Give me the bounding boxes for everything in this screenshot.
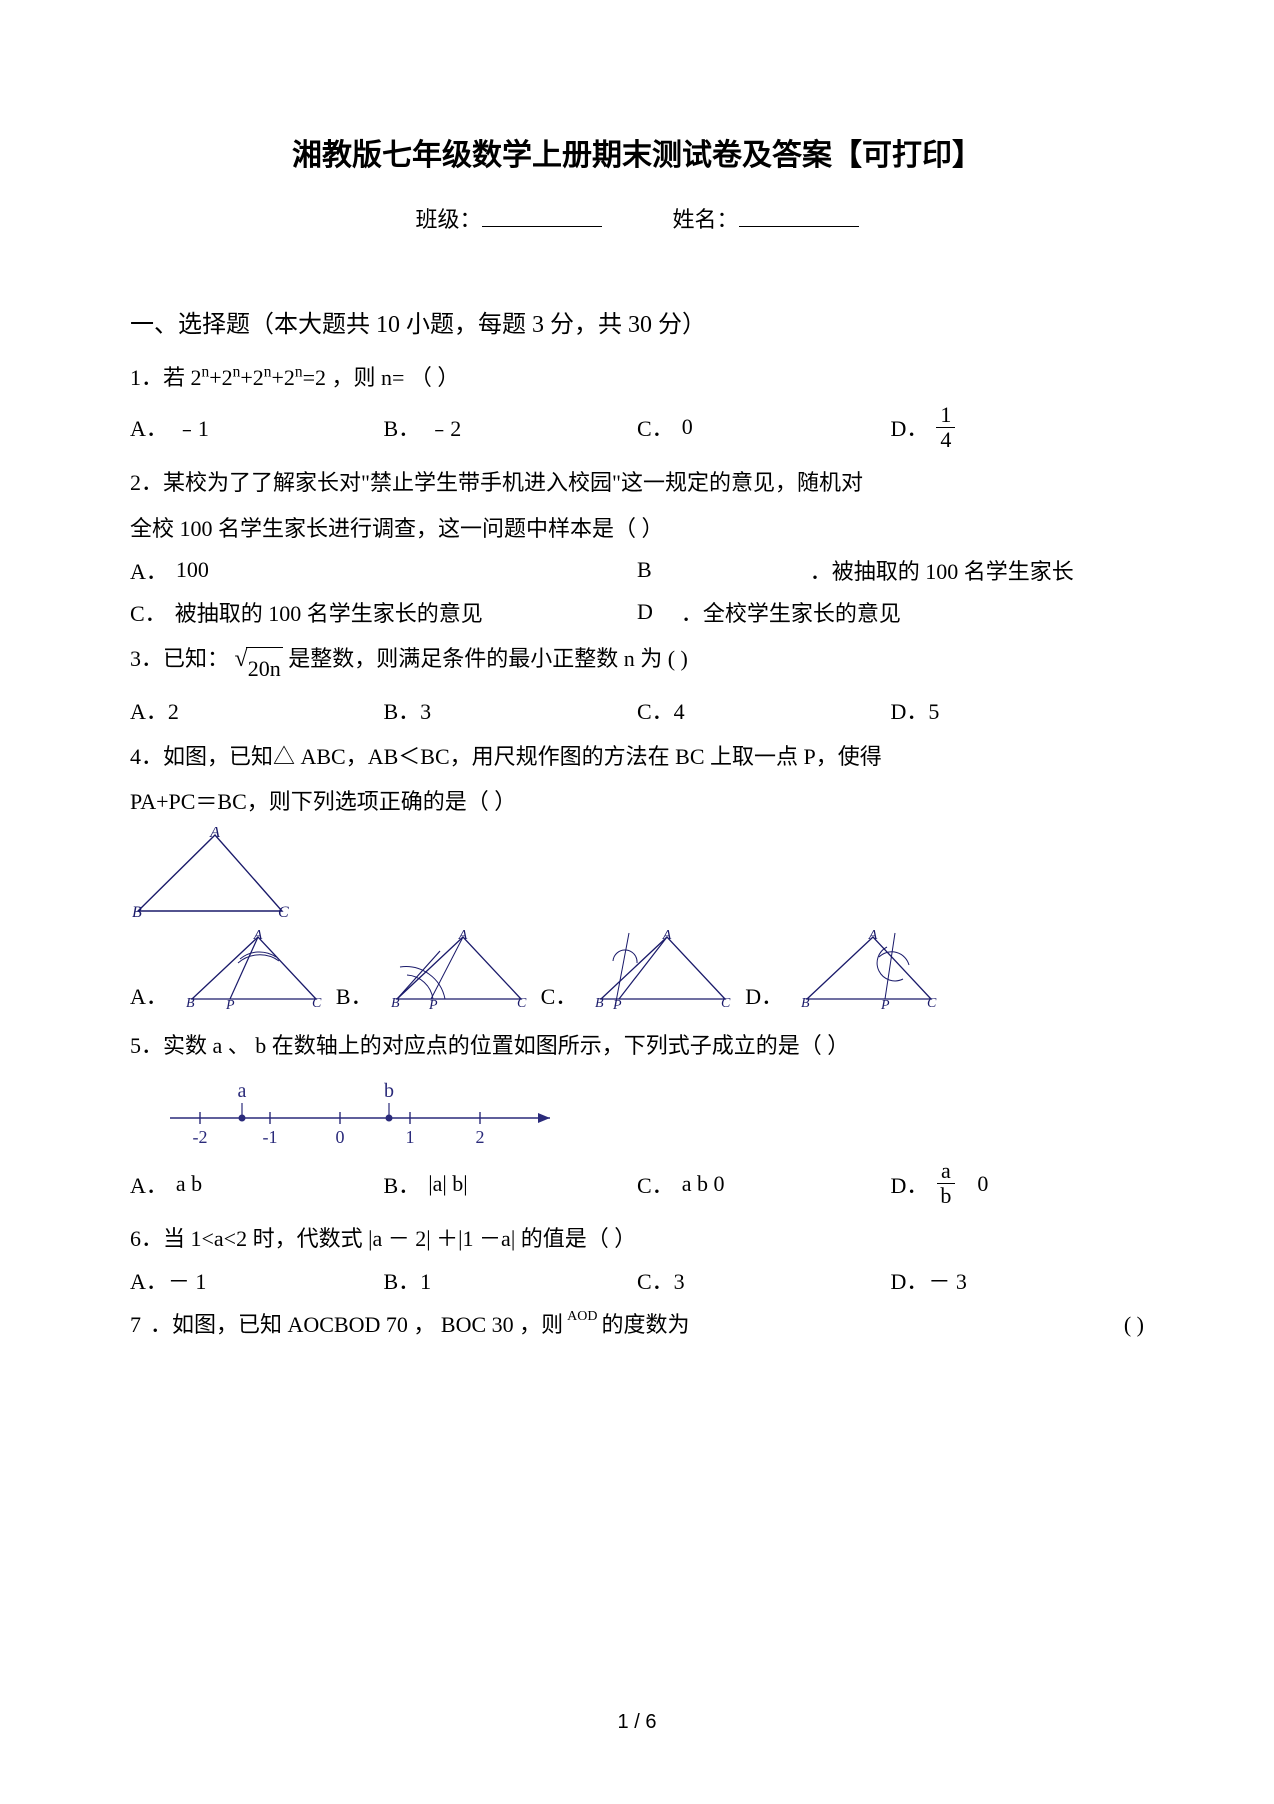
svg-text:A: A	[662, 929, 672, 943]
fraction: 1 4	[936, 403, 955, 452]
q3-prefix: 3．已知：	[130, 646, 229, 671]
svg-text:a: a	[238, 1080, 247, 1102]
section-1-heading: 一、选择题（本大题共 10 小题，每题 3 分，共 30 分）	[130, 304, 1144, 339]
q2-opt-d[interactable]: D．全校学生家长的意见	[637, 596, 1144, 628]
svg-text:B: B	[132, 904, 142, 921]
triangle-abc-icon: A B C	[130, 827, 290, 921]
class-label: 班级：	[415, 207, 481, 232]
student-info-line: 班级： 姓名：	[130, 202, 1144, 234]
q3-opt-d[interactable]: D．5	[891, 694, 1145, 726]
q4-fig-c: A B P C	[589, 929, 737, 1011]
svg-text:P: P	[428, 998, 438, 1011]
q1-text: +2	[209, 365, 232, 390]
question-6: 6．当 1<a<2 时，代数式 |a － 2| ＋|1 －a| 的值是（ ）	[130, 1218, 1144, 1260]
q1-text: +2	[240, 365, 263, 390]
svg-text:1: 1	[406, 1127, 415, 1147]
question-2-line2: 全校 100 名学生家长进行调查，这一问题中样本是（ ）	[130, 508, 1144, 550]
svg-text:P: P	[612, 998, 622, 1011]
q1-opt-a[interactable]: A．﹣1	[130, 411, 384, 443]
number-line-icon: -2 -1 0 1 2 a b	[150, 1073, 570, 1153]
q6-opt-a[interactable]: A．－ 1	[130, 1264, 384, 1296]
svg-text:C: C	[517, 996, 527, 1011]
class-blank[interactable]	[482, 207, 602, 227]
svg-text:A: A	[209, 827, 220, 841]
q3-opt-c[interactable]: C．4	[637, 694, 891, 726]
q4-main-figure: A B C	[130, 827, 1144, 921]
q4-fig-a: A B P C	[180, 929, 328, 1011]
q7-number: 7	[130, 1306, 150, 1343]
q5-opt-b[interactable]: B．|a| b|	[384, 1168, 638, 1200]
svg-text:C: C	[312, 996, 322, 1011]
svg-text:-1: -1	[263, 1127, 278, 1147]
q7-paren: ( )	[1124, 1306, 1144, 1343]
question-2-line1: 2．某校为了了解家长对"禁止学生带手机进入校园"这一规定的意见，随机对	[130, 462, 1144, 504]
q7-text: ．如图，已知 AOCBOD 70 ， BOC 30 ，则	[150, 1306, 563, 1343]
svg-text:P: P	[880, 998, 890, 1011]
q4-opt-a-label[interactable]: A．	[130, 979, 168, 1011]
svg-text:A: A	[868, 929, 878, 943]
q7-tail: 的度数为	[601, 1306, 689, 1343]
q1-opt-d[interactable]: D． 1 4	[891, 403, 1145, 452]
q6-opt-c[interactable]: C．3	[637, 1264, 891, 1296]
q3-opt-b[interactable]: B．3	[384, 694, 638, 726]
q1-text: 1．若 2	[130, 365, 202, 390]
sqrt-icon: √20n	[235, 647, 283, 690]
q6-opt-d[interactable]: D．－ 3	[891, 1264, 1145, 1296]
q3-opt-a[interactable]: A．2	[130, 694, 384, 726]
question-4-line1: 4．如图，已知△ ABC，AB＜BC，用尺规作图的方法在 BC 上取一点 P，使…	[130, 736, 1144, 778]
q1-options: A．﹣1 B．﹣2 C．0 D． 1 4	[130, 403, 1144, 452]
q6-opt-b[interactable]: B．1	[384, 1264, 638, 1296]
q5-opt-a[interactable]: A．a b	[130, 1168, 384, 1200]
q4-opt-b-label[interactable]: B．	[336, 979, 373, 1011]
q4-fig-d: A B P C	[795, 929, 943, 1011]
q5-numberline-figure: -2 -1 0 1 2 a b	[150, 1073, 1144, 1153]
svg-text:B: B	[801, 996, 810, 1011]
q1-text: +2	[271, 365, 294, 390]
q2-options-row2: C．被抽取的 100 名学生家长的意见 D．全校学生家长的意见	[130, 596, 1144, 628]
question-7: 7 ．如图，已知 AOCBOD 70 ， BOC 30 ，则 AOD 的度数为 …	[130, 1306, 1144, 1343]
page-number: 1 / 6	[0, 1711, 1274, 1734]
name-blank[interactable]	[739, 207, 859, 227]
q1-exp: n	[295, 364, 303, 381]
q7-aod: AOD	[567, 1305, 597, 1329]
svg-text:P: P	[225, 998, 235, 1011]
svg-text:-2: -2	[193, 1127, 208, 1147]
svg-text:A: A	[253, 929, 263, 943]
svg-text:C: C	[927, 996, 937, 1011]
q4-fig-b: A B P C	[385, 929, 533, 1011]
q4-opt-d-label[interactable]: D．	[745, 979, 783, 1011]
svg-text:B: B	[391, 996, 400, 1011]
svg-text:C: C	[278, 904, 289, 921]
q5-options: A．a b B．|a| b| C．a b 0 D． a b 0	[130, 1159, 1144, 1208]
q5-opt-c[interactable]: C．a b 0	[637, 1168, 891, 1200]
name-label: 姓名：	[673, 207, 739, 232]
question-3: 3．已知： √20n 是整数，则满足条件的最小正整数 n 为 ( )	[130, 638, 1144, 690]
question-1: 1．若 2n+2n+2n+2n=2 ，则 n= （ ）	[130, 357, 1144, 399]
q3-suffix: 是整数，则满足条件的最小正整数 n 为 ( )	[288, 646, 688, 671]
svg-text:2: 2	[476, 1127, 485, 1147]
q2-options-row1: A．100 B．被抽取的 100 名学生家长	[130, 554, 1144, 586]
svg-text:B: B	[595, 996, 604, 1011]
q2-opt-c[interactable]: C．被抽取的 100 名学生家长的意见	[130, 596, 637, 628]
q5-opt-d[interactable]: D． a b 0	[891, 1159, 1145, 1208]
q2-opt-a[interactable]: A．100	[130, 554, 637, 586]
svg-text:b: b	[384, 1080, 394, 1102]
svg-text:0: 0	[336, 1127, 345, 1147]
page-title: 湘教版七年级数学上册期末测试卷及答案【可打印】	[130, 130, 1144, 174]
q4-option-figures: A． A B P C B． A B P C C．	[130, 929, 1144, 1011]
q4-opt-c-label[interactable]: C．	[541, 979, 578, 1011]
q1-opt-c[interactable]: C．0	[637, 411, 891, 443]
question-5: 5．实数 a 、 b 在数轴上的对应点的位置如图所示，下列式子成立的是（ ）	[130, 1025, 1144, 1067]
q6-options: A．－ 1 B．1 C．3 D．－ 3	[130, 1264, 1144, 1296]
q1-text: =2 ，则 n= （ ）	[303, 365, 460, 390]
svg-text:C: C	[721, 996, 731, 1011]
question-4-line2: PA+PC＝BC，则下列选项正确的是（ ）	[130, 781, 1144, 823]
q3-options: A．2 B．3 C．4 D．5	[130, 694, 1144, 726]
fraction: a b	[936, 1159, 955, 1208]
q1-opt-b[interactable]: B．﹣2	[384, 411, 638, 443]
svg-text:B: B	[186, 996, 195, 1011]
svg-text:A: A	[457, 929, 467, 943]
exam-page: 湘教版七年级数学上册期末测试卷及答案【可打印】 班级： 姓名： 一、选择题（本大…	[0, 0, 1274, 1804]
q2-opt-b[interactable]: B．被抽取的 100 名学生家长	[637, 554, 1144, 586]
